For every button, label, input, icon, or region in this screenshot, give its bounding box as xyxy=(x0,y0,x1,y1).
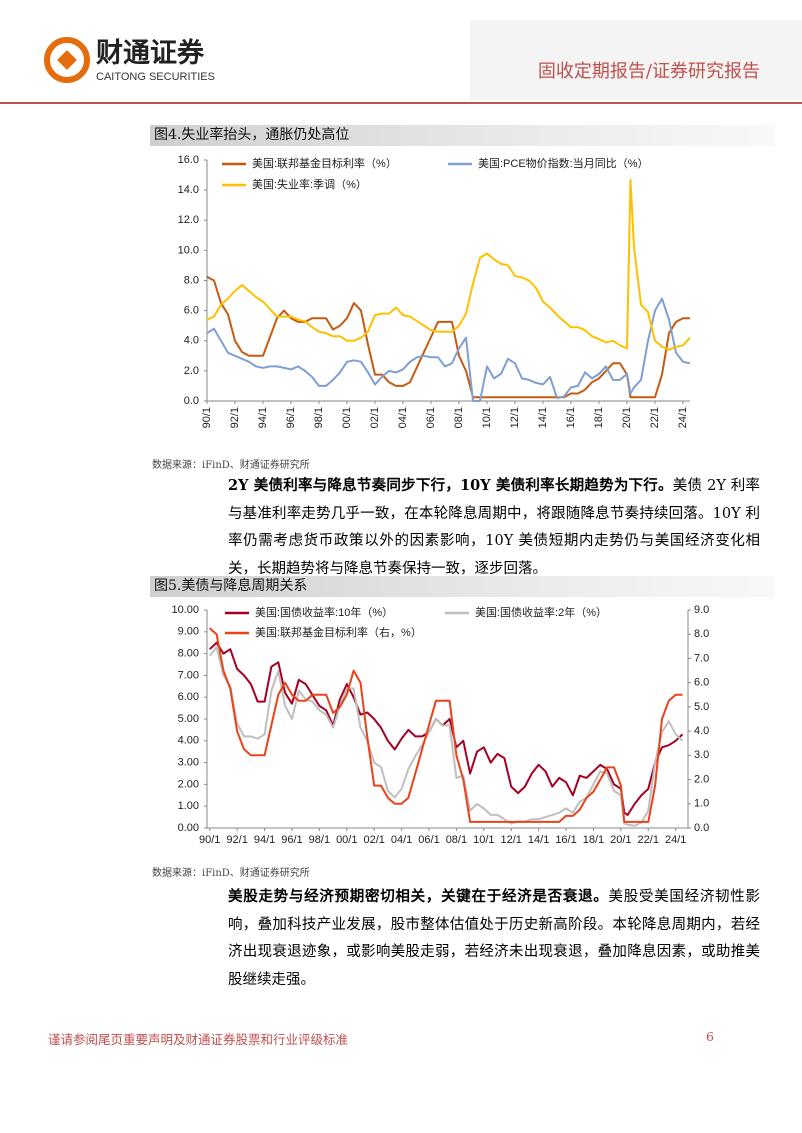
y-tick-label: 0.00 xyxy=(178,822,199,834)
legend-label: 美国:PCE物价指数:当月同比（%） xyxy=(478,156,649,170)
x-tick-label: 96/1 xyxy=(281,834,302,846)
paragraph: 2Y 美债利率与降息节奏同步下行，10Y 美债利率长期趋势为下行。美债 2Y 利… xyxy=(228,472,760,583)
x-tick-label: 20/1 xyxy=(610,834,631,846)
series-line xyxy=(209,641,684,816)
paragraph-text: 美债 2Y 利率与基准利率走势几乎一致，在本轮降息周期中，将跟随降息节奏持续回落… xyxy=(228,478,760,577)
x-tick-label: 04/1 xyxy=(391,834,412,846)
y2-tick-label: 1.0 xyxy=(694,798,709,810)
y-tick-label: 9.00 xyxy=(178,626,199,638)
x-tick-label: 20/1 xyxy=(621,407,633,428)
x-tick-label: 14/1 xyxy=(537,407,549,428)
y2-tick-label: 8.0 xyxy=(694,628,709,640)
figure-title: 图5.美债与降息周期关系 xyxy=(150,576,775,597)
x-tick-label: 14/1 xyxy=(528,834,549,846)
logo-icon xyxy=(44,37,90,83)
footer-disclaimer: 谨请参阅尾页重要声明及财通证券股票和行业评级标准 xyxy=(48,1032,349,1047)
logo-en: CAITONG SECURITIES xyxy=(96,71,215,83)
x-tick-label: 12/1 xyxy=(501,834,522,846)
figure-source: 数据来源：iFinD、财通证券研究所 xyxy=(152,868,310,879)
legend-label: 美国:联邦基金目标利率（%） xyxy=(252,156,397,170)
y-tick-label: 8.00 xyxy=(178,648,199,660)
x-tick-label: 98/1 xyxy=(313,407,325,428)
x-tick-label: 98/1 xyxy=(309,834,330,846)
x-tick-label: 96/1 xyxy=(285,407,297,428)
x-tick-label: 90/1 xyxy=(201,407,213,428)
y2-tick-label: 3.0 xyxy=(694,749,709,761)
x-tick-label: 12/1 xyxy=(509,407,521,428)
x-tick-label: 94/1 xyxy=(254,834,275,846)
x-tick-label: 24/1 xyxy=(677,407,689,428)
x-tick-label: 04/1 xyxy=(397,407,409,428)
series-line xyxy=(206,297,691,402)
x-tick-label: 08/1 xyxy=(453,407,465,428)
paragraph: 美股走势与经济预期密切相关，关键在于经济是否衰退。美股受美国经济韧性影响，叠加科… xyxy=(228,883,760,994)
x-tick-label: 90/1 xyxy=(199,834,220,846)
y-tick-label: 8.0 xyxy=(184,274,199,286)
y-tick-label: 6.00 xyxy=(178,691,199,703)
series-line xyxy=(208,646,684,827)
y2-tick-label: 2.0 xyxy=(694,773,709,785)
x-tick-label: 06/1 xyxy=(425,407,437,428)
y-tick-label: 6.0 xyxy=(184,305,199,317)
y-tick-label: 10.0 xyxy=(178,244,199,256)
header-skyline xyxy=(470,20,802,100)
legend-label: 美国:国债收益率:2年（%） xyxy=(475,605,607,619)
x-tick-label: 24/1 xyxy=(665,834,686,846)
x-tick-label: 16/1 xyxy=(555,834,576,846)
y-tick-label: 7.00 xyxy=(178,669,199,681)
x-tick-label: 00/1 xyxy=(336,834,357,846)
figure-source: 数据来源：iFinD、财通证券研究所 xyxy=(152,460,310,471)
report-type: 固收定期报告/证券研究报告 xyxy=(538,61,760,82)
y-tick-label: 2.0 xyxy=(184,365,199,377)
y-tick-label: 10.00 xyxy=(171,604,199,616)
x-tick-label: 16/1 xyxy=(565,407,577,428)
series-line xyxy=(206,178,691,351)
paragraph-lead: 2Y 美债利率与降息节奏同步下行，10Y 美债利率长期趋势为下行。 xyxy=(228,477,673,494)
legend-label: 美国:联邦基金目标利率（右，%） xyxy=(255,625,422,639)
x-tick-label: 22/1 xyxy=(638,834,659,846)
x-tick-label: 92/1 xyxy=(226,834,247,846)
x-tick-label: 18/1 xyxy=(593,407,605,428)
x-tick-label: 00/1 xyxy=(341,407,353,428)
y-tick-label: 14.0 xyxy=(178,184,199,196)
paragraph-text: 美股受美国经济韧性影响，叠加科技产业发展，股市整体估值处于历史新高阶段。本轮降息… xyxy=(228,889,761,988)
x-tick-label: 02/1 xyxy=(363,834,384,846)
series-line xyxy=(209,627,683,823)
y-tick-label: 4.00 xyxy=(178,735,199,747)
y-tick-label: 16.0 xyxy=(178,154,199,166)
y2-tick-label: 5.0 xyxy=(694,701,709,713)
y-tick-label: 1.00 xyxy=(178,800,199,812)
x-tick-label: 10/1 xyxy=(481,407,493,428)
x-tick-label: 02/1 xyxy=(369,407,381,428)
paragraph-lead: 美股走势与经济预期密切相关，关键在于经济是否衰退。 xyxy=(228,888,609,905)
y-tick-label: 3.00 xyxy=(178,757,199,769)
page-number: 6 xyxy=(706,1029,714,1044)
x-tick-label: 22/1 xyxy=(649,407,661,428)
x-tick-label: 08/1 xyxy=(446,834,467,846)
x-tick-label: 92/1 xyxy=(229,407,241,428)
y2-tick-label: 7.0 xyxy=(694,652,709,664)
legend-label: 美国:失业率:季调（%） xyxy=(252,177,367,191)
legend-label: 美国:国债收益率:10年（%） xyxy=(255,605,393,619)
x-tick-label: 10/1 xyxy=(473,834,494,846)
y2-tick-label: 9.0 xyxy=(694,604,709,616)
y-tick-label: 5.00 xyxy=(178,713,199,725)
y2-tick-label: 4.0 xyxy=(694,725,709,737)
y-tick-label: 12.0 xyxy=(178,214,199,226)
x-tick-label: 18/1 xyxy=(583,834,604,846)
x-tick-label: 06/1 xyxy=(418,834,439,846)
figure-title: 图4.失业率抬头，通胀仍处高位 xyxy=(150,125,775,146)
y-tick-label: 0.0 xyxy=(184,395,199,407)
logo-cn: 财通证券 xyxy=(96,37,205,68)
x-tick-label: 94/1 xyxy=(257,407,269,428)
y-tick-label: 2.00 xyxy=(178,778,199,790)
y2-tick-label: 6.0 xyxy=(694,677,709,689)
y2-tick-label: 0.0 xyxy=(694,822,709,834)
y-tick-label: 4.0 xyxy=(184,335,199,347)
